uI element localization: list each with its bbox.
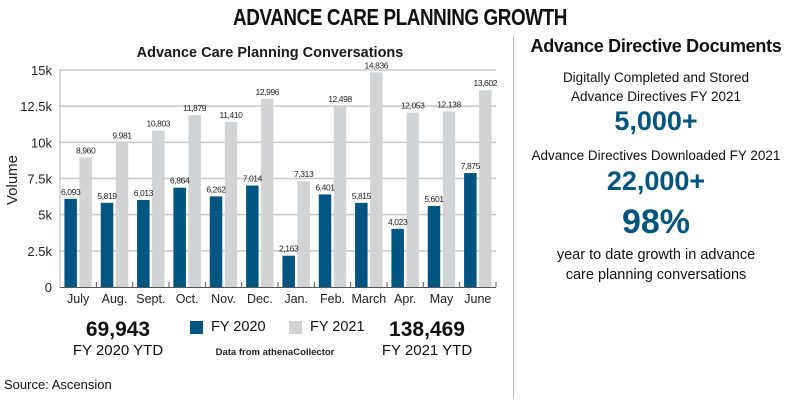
legend-swatch-fy2020 <box>190 320 203 334</box>
stat3-description: year to date growth in advance care plan… <box>520 245 792 285</box>
bar-fy-2020 <box>209 196 223 287</box>
bar-fy-2021 <box>152 130 165 287</box>
data-label: 7,313 <box>294 169 314 179</box>
x-tick-label: Jan. <box>284 292 308 306</box>
data-label: 9,981 <box>112 131 132 141</box>
bar-fy-2020 <box>282 255 295 287</box>
y-tick-label: 5k <box>38 208 52 223</box>
panel-divider <box>513 35 514 398</box>
bar-fy-2021 <box>479 90 492 288</box>
data-label: 11,410 <box>220 110 244 120</box>
fy2020-ytd-value: 69,943 <box>85 318 151 341</box>
data-source-note: Data from athenaCollector <box>215 347 335 358</box>
bar-fy-2021 <box>406 112 419 287</box>
data-label: 2,163 <box>279 244 299 254</box>
bar-fy-2020 <box>64 198 77 287</box>
stat3-value: 98% <box>621 203 691 241</box>
x-tick-label: Nov. <box>211 292 236 306</box>
data-label: 5,819 <box>97 191 117 201</box>
grid-lines <box>60 69 496 252</box>
data-label: 12,053 <box>401 101 425 111</box>
bar-fy-2021 <box>370 72 383 288</box>
source-note: Source: Ascension <box>4 377 112 392</box>
x-tick-label: Sept. <box>136 292 165 306</box>
stat2-value: 22,000+ <box>606 166 706 196</box>
axes: 0 2.5k 5k 7.5k 10k 12.5k 15k July Aug. Sept. Oct. N… <box>20 63 497 306</box>
x-tick-label: Dec. <box>247 292 273 306</box>
data-label: 5,815 <box>352 191 372 201</box>
data-label: 13,602 <box>474 78 498 88</box>
x-tick-label: Oct. <box>176 292 199 306</box>
data-label: 6,013 <box>134 188 154 198</box>
legend-label-fy2020: FY 2020 <box>211 319 266 335</box>
bar-fy-2021 <box>261 98 274 287</box>
x-tick-label: June <box>464 292 491 306</box>
data-label: 7,875 <box>461 161 481 171</box>
bars <box>64 72 492 288</box>
bar-fy-2021 <box>297 181 310 287</box>
bar-fy-2020 <box>318 194 332 287</box>
right-panel-title: Advance Directive Documents <box>530 36 782 56</box>
x-tick-label: Aug. <box>102 292 128 306</box>
legend-swatch-fy2021 <box>289 320 302 334</box>
stat2-description: Advance Directives Downloaded FY 2021 <box>531 148 781 163</box>
bar-fy-2021 <box>442 111 456 288</box>
y-tick-label: 12.5k <box>20 99 52 114</box>
bar-fy-2020 <box>427 205 441 287</box>
data-label: 6,262 <box>206 184 226 194</box>
x-tick-label: May <box>430 292 454 306</box>
data-label: 8,960 <box>76 145 96 155</box>
y-tick-label: 7.5k <box>27 172 52 187</box>
bar-fy-2021 <box>224 121 238 287</box>
stat3-desc-line1: year to date growth in advance <box>556 247 756 263</box>
bar-fy-2021 <box>188 115 201 287</box>
bar-fy-2020 <box>355 202 368 287</box>
y-tick-label: 15k <box>31 63 52 78</box>
fy2020-ytd-label: FY 2020 YTD <box>72 342 164 359</box>
y-tick-label: 2.5k <box>27 244 52 259</box>
chart-title: Advance Care Planning Conversations <box>137 45 404 61</box>
bar-fy-2020 <box>100 202 114 287</box>
stat3-desc-line2: care planning conversations <box>565 267 747 283</box>
bar-fy-2021 <box>115 142 129 287</box>
data-label: 6,401 <box>315 182 335 192</box>
data-label: 6,864 <box>170 176 190 186</box>
data-label: 11,879 <box>183 103 207 113</box>
x-tick-label: July <box>67 292 90 306</box>
bar-fy-2020 <box>137 200 150 287</box>
bar-fy-2020 <box>246 185 259 287</box>
data-label: 14,836 <box>365 60 389 70</box>
data-label: 4,023 <box>388 217 408 227</box>
stat1-value: 5,000+ <box>614 106 698 136</box>
bar-fy-2021 <box>79 157 92 287</box>
stat1-desc-line1: Digitally Completed and Stored <box>562 70 750 85</box>
x-tick-label: Apr. <box>394 292 416 306</box>
stat1-description: Digitally Completed and Stored Advance D… <box>520 68 792 106</box>
main-title: ADVANCE CARE PLANNING GROWTH <box>233 4 567 30</box>
bar-fy-2020 <box>173 187 186 287</box>
data-labels: 6,093 8,960 5,819 9,981 6,013 10,803 6,864 11,8… <box>61 60 498 253</box>
x-tick-label: March <box>351 292 386 306</box>
bar-fy-2021 <box>333 106 347 287</box>
fy2021-ytd-label: FY 2021 YTD <box>381 342 473 359</box>
legend-label-fy2021: FY 2021 <box>310 319 365 335</box>
y-axis-label: Volume <box>4 155 21 205</box>
bar-fy-2020 <box>464 173 477 287</box>
data-label: 10,803 <box>147 119 171 129</box>
stat1-desc-line2: Advance Directives FY 2021 <box>570 89 742 104</box>
data-label: 6,093 <box>61 187 81 197</box>
legend-item-fy2020: FY 2020 <box>190 319 266 335</box>
bar-chart: Advance Care Planning Conversations 6,09… <box>4 45 498 306</box>
data-label: 12,996 <box>256 87 280 97</box>
fy2021-ytd-value: 138,469 <box>389 318 465 341</box>
data-label: 7,014 <box>243 174 263 184</box>
data-label: 12,138 <box>437 99 461 109</box>
data-label: 12,498 <box>328 94 352 104</box>
x-tick-label: Feb. <box>320 292 345 306</box>
y-tick-label: 0 <box>45 280 52 295</box>
bar-fy-2020 <box>391 228 404 287</box>
data-label: 5,601 <box>424 194 444 204</box>
legend-item-fy2021: FY 2021 <box>289 319 365 335</box>
y-tick-label: 10k <box>31 135 52 150</box>
